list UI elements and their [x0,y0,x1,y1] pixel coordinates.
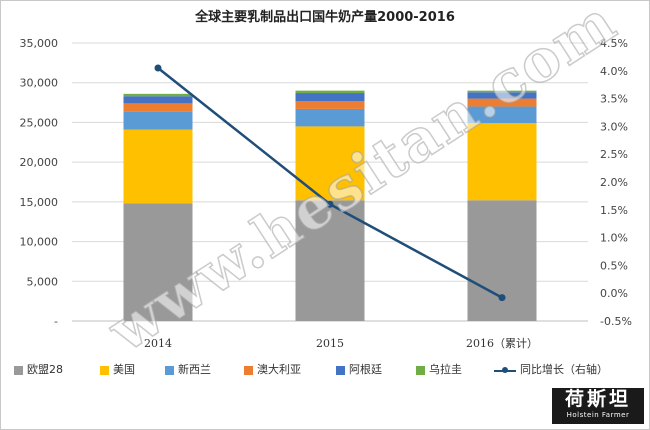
y2-tick-label: 0.5% [600,259,628,272]
chart-plot: - 5,000 10,000 15,000 20,000 25,000 30,000 35,0… [20,37,632,350]
y2-tick-label: -0.5% [600,315,632,328]
growth-point [154,64,162,72]
growth-point [326,200,334,208]
bar-segment-us [467,123,537,201]
legend-label-au: 澳大利亚 [257,363,301,376]
y2-tick-label: 1.5% [600,204,628,217]
y2-tick-label: 3.5% [600,93,628,106]
y-tick-label: 30,000 [20,77,59,90]
legend-label-eu: 欧盟28 [27,363,63,376]
legend-swatch-us [100,365,109,375]
y-tick-label: 10,000 [20,236,59,249]
legend-item-au: 澳大利亚 [244,362,301,378]
legend-item-nz: 新西兰 [165,362,211,378]
y2-tick-label: 1.0% [600,232,628,245]
legend-swatch-eu [14,365,23,375]
bar-segment-eu [467,200,537,321]
y-tick-label: 25,000 [20,116,59,129]
y2-tick-label: 3.0% [600,120,628,133]
bar-segment-au [295,100,365,109]
chart-title: 全球主要乳制品出口国牛奶产量2000-2016 [195,10,455,25]
x-tick-label: 2015 [316,337,344,350]
legend-item-us: 美国 [100,362,135,378]
bar-segment-uy [123,93,193,97]
bar-segment-eu [123,203,193,321]
legend-label-nz: 新西兰 [178,363,211,376]
y2-tick-label: 2.0% [600,176,628,189]
legend-swatch-au [244,365,253,375]
legend-label-uy: 乌拉圭 [429,363,462,376]
y-tick-label: 5,000 [27,275,59,288]
y2-tick-label: 2.5% [600,148,628,161]
bar-segment-nz [467,106,537,124]
logo-main-text: 荷斯坦 [564,388,631,410]
legend-label-growth: 同比增长（右轴） [520,363,608,376]
bar-segment-nz [123,111,193,130]
bar-segment-ar [295,93,365,101]
bar-segment-eu [295,200,365,321]
chart-legend: 欧盟28 美国 新西兰 澳大利亚 阿根廷 乌拉圭 同比增长（右轴） [0,362,650,378]
legend-swatch-growth [494,366,516,375]
bar-segment-ar [467,92,537,99]
growth-point [498,294,506,302]
legend-swatch-ar [336,365,345,375]
brand-logo: 荷斯坦 Holstein Farmer [552,388,644,424]
x-tick-label: 2016（累计） [466,337,538,350]
x-tick-label: 2014 [144,337,172,350]
bar-segment-nz [295,108,365,127]
logo-sub-text: Holstein Farmer [566,411,630,419]
y-tick-label: 15,000 [20,196,59,209]
legend-swatch-uy [416,365,425,375]
y2-tick-label: 0.0% [600,287,628,300]
y-tick-label: 35,000 [20,37,59,50]
legend-item-eu: 欧盟28 [14,362,63,378]
y2-tick-label: 4.0% [600,65,628,78]
bar-segment-us [123,129,193,204]
bar-segment-uy [295,90,365,94]
y-tick-label: - [54,315,58,328]
legend-item-uy: 乌拉圭 [416,362,462,378]
legend-label-ar: 阿根廷 [349,363,382,376]
y2-tick-label: 4.5% [600,37,628,50]
y-tick-label: 20,000 [20,156,59,169]
bar-segment-au [467,98,537,107]
bar-segment-uy [467,90,537,93]
bar-segment-ar [123,96,193,104]
bar-segment-au [123,103,193,112]
legend-swatch-nz [165,365,174,375]
legend-item-growth: 同比增长（右轴） [494,362,608,378]
legend-item-ar: 阿根廷 [336,362,382,378]
legend-label-us: 美国 [113,363,135,376]
bar-segment-us [295,126,365,201]
